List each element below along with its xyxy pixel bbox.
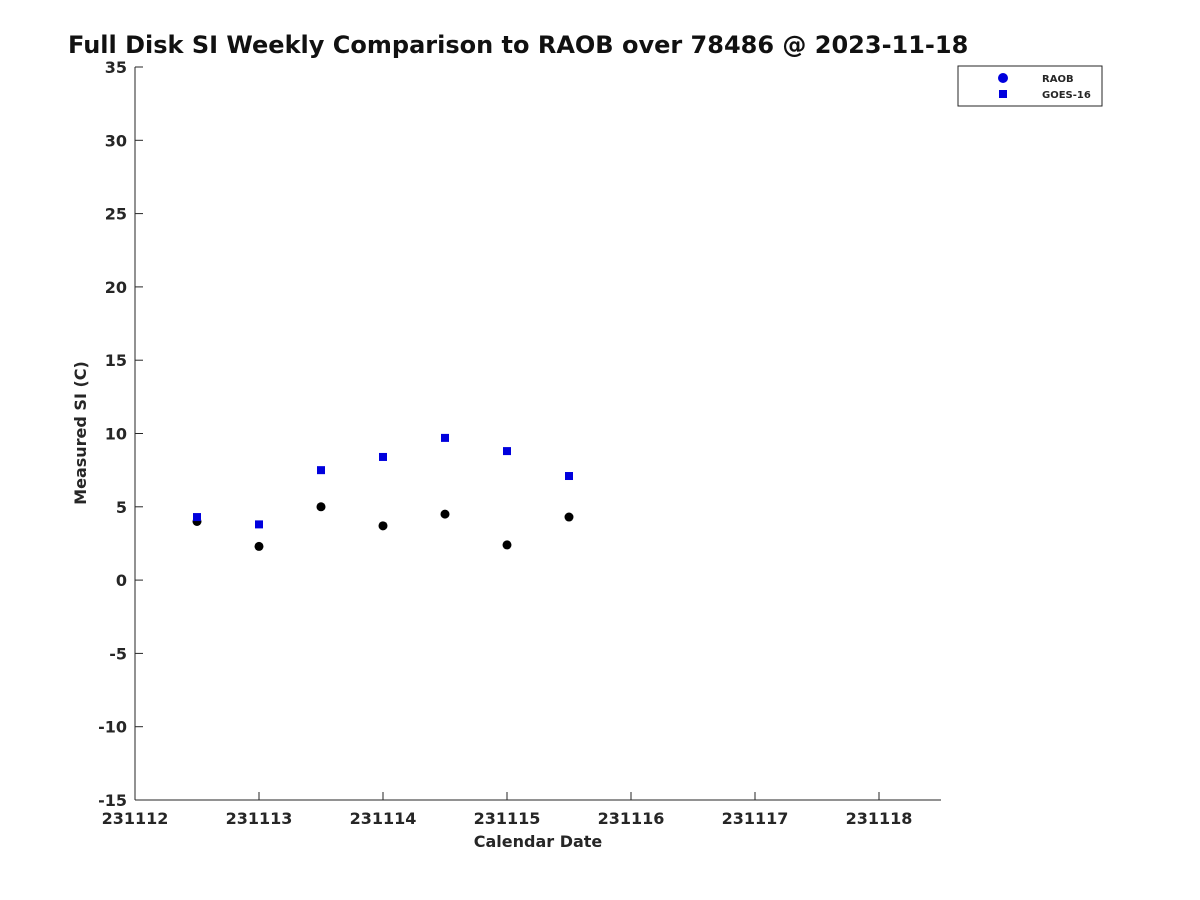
y-tick-label: 0 [116,571,127,590]
chart-title: Full Disk SI Weekly Comparison to RAOB o… [68,31,968,59]
legend-raob-marker [998,73,1008,83]
x-tick-label: 231113 [226,809,293,828]
y-tick-label: 5 [116,498,127,517]
plot-axes [134,67,941,801]
y-tick-label: 25 [105,205,127,224]
x-tick-label: 231112 [102,809,169,828]
legend-goes-marker [999,90,1007,98]
raob-point [254,541,264,551]
goes-16-point [565,472,573,481]
goes-16-point [503,447,511,456]
legend-box [957,65,1103,107]
legend-raob-label: RAOB [1042,74,1074,85]
y-axis-label: Measured SI (C) [71,361,90,505]
y-tick-label: 35 [105,58,127,77]
y-ticks: -15 -10 -5 0 5 10 15 20 25 30 35 [98,58,143,810]
y-tick-label: 15 [105,351,127,370]
raob-point [564,512,574,522]
y-tick-label: -5 [109,644,127,663]
x-tick-label: 231117 [722,809,789,828]
goes-16-point [317,466,325,475]
legend-goes-label: GOES-16 [1042,90,1091,101]
raob-point [378,521,388,531]
x-axis-label: Calendar Date [474,832,603,851]
y-tick-label: 20 [105,278,127,297]
y-tick-label: -10 [98,718,127,737]
y-tick-label: 10 [105,425,127,444]
raob-point [502,540,512,550]
legend: RAOB GOES-16 [957,65,1103,107]
x-tick-label: 231116 [598,809,665,828]
goes-16-point [193,513,201,522]
raob-point [440,509,450,519]
x-tick-label: 231114 [350,809,417,828]
x-ticks: 231112 231113 231114 231115 231116 231117 2311… [102,792,913,828]
data-points [192,433,574,551]
goes-16-point [255,520,263,529]
x-tick-label: 231118 [846,809,913,828]
goes-16-point [379,452,387,461]
goes-16-point [441,433,449,442]
y-tick-label: 30 [105,131,127,150]
x-tick-label: 231115 [474,809,541,828]
raob-point [316,502,326,512]
y-tick-label: -15 [98,791,127,810]
